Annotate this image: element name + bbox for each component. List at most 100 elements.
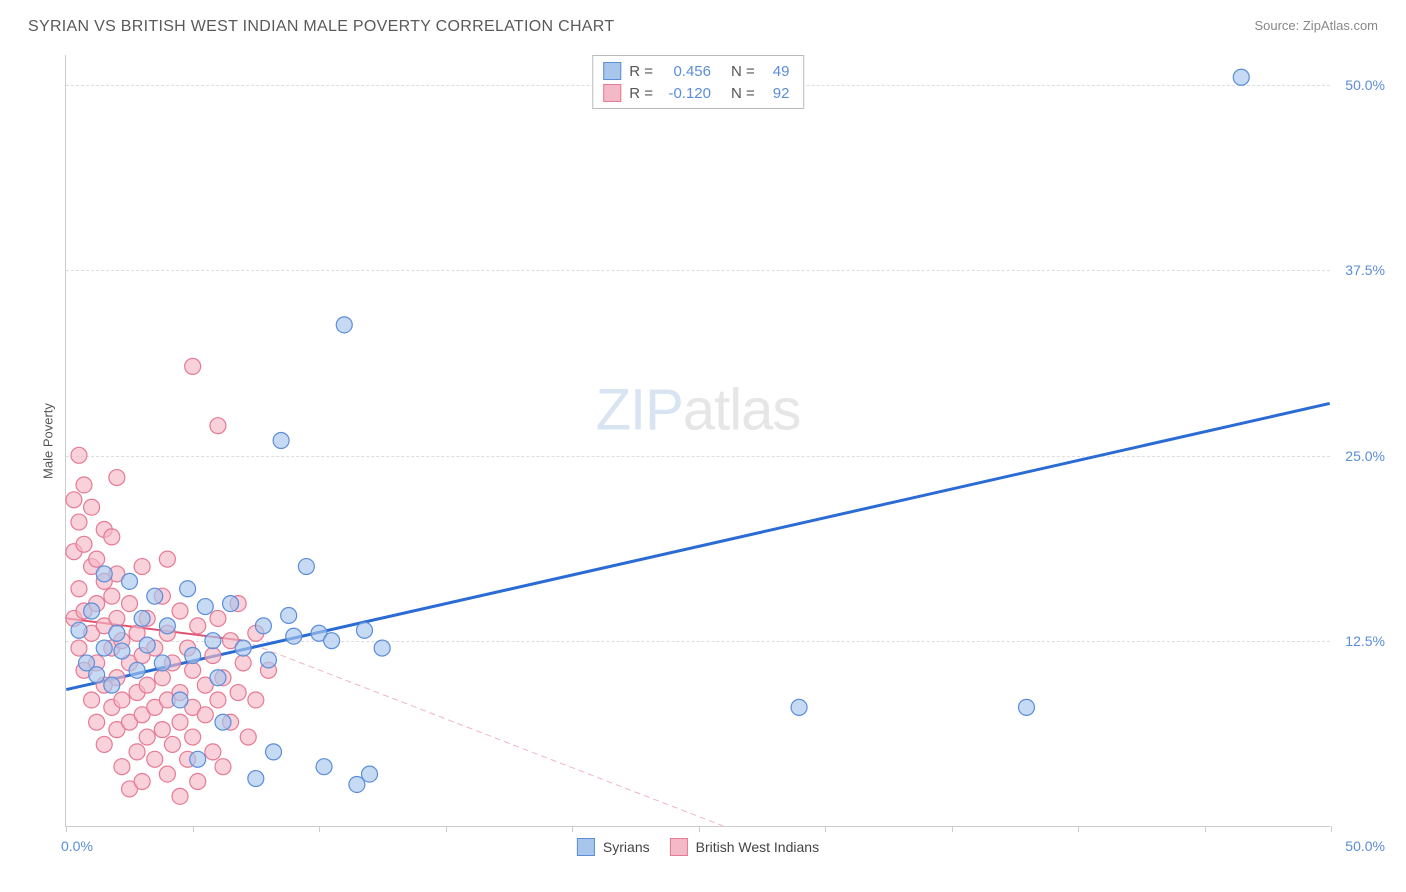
data-point bbox=[154, 722, 170, 738]
data-point bbox=[185, 729, 201, 745]
x-tick bbox=[1078, 826, 1079, 832]
chart-title: SYRIAN VS BRITISH WEST INDIAN MALE POVER… bbox=[28, 18, 614, 36]
data-point bbox=[172, 788, 188, 804]
data-point bbox=[114, 759, 130, 775]
data-point bbox=[240, 729, 256, 745]
data-point bbox=[159, 551, 175, 567]
data-point bbox=[197, 707, 213, 723]
data-point bbox=[1233, 69, 1249, 85]
y-tick-label: 37.5% bbox=[1345, 262, 1385, 278]
data-point bbox=[84, 603, 100, 619]
data-point bbox=[180, 581, 196, 597]
legend-label: Syrians bbox=[603, 839, 650, 855]
stat-r-value: -0.120 bbox=[661, 85, 711, 102]
data-point bbox=[121, 573, 137, 589]
data-point bbox=[114, 643, 130, 659]
x-tick bbox=[699, 826, 700, 832]
data-point bbox=[172, 603, 188, 619]
legend-swatch bbox=[670, 838, 688, 856]
stat-r-label: R = bbox=[629, 85, 653, 102]
data-point bbox=[255, 618, 271, 634]
stat-n-label: N = bbox=[719, 85, 755, 102]
stats-legend: R = 0.456N = 49R = -0.120N = 92 bbox=[592, 55, 804, 109]
stat-n-label: N = bbox=[719, 63, 755, 80]
source-label: Source: ZipAtlas.com bbox=[1254, 18, 1378, 33]
legend-item: British West Indians bbox=[670, 838, 819, 856]
legend-label: British West Indians bbox=[696, 839, 819, 855]
data-point bbox=[197, 599, 213, 615]
data-point bbox=[316, 759, 332, 775]
x-tick bbox=[952, 826, 953, 832]
data-point bbox=[71, 581, 87, 597]
data-point bbox=[147, 588, 163, 604]
data-point bbox=[139, 637, 155, 653]
data-point bbox=[159, 618, 175, 634]
x-tick bbox=[1331, 826, 1332, 832]
data-point bbox=[205, 648, 221, 664]
data-point bbox=[190, 618, 206, 634]
data-point bbox=[190, 751, 206, 767]
plot-area: ZIPatlas 12.5%25.0%37.5%50.0% R = 0.456N… bbox=[65, 55, 1330, 827]
data-point bbox=[281, 607, 297, 623]
x-axis-max-label: 50.0% bbox=[1345, 838, 1385, 854]
y-tick-label: 12.5% bbox=[1345, 633, 1385, 649]
y-tick-label: 25.0% bbox=[1345, 448, 1385, 464]
data-point bbox=[260, 652, 276, 668]
x-tick bbox=[1205, 826, 1206, 832]
data-point bbox=[129, 744, 145, 760]
data-point bbox=[89, 551, 105, 567]
data-point bbox=[139, 677, 155, 693]
data-point bbox=[89, 714, 105, 730]
data-point bbox=[362, 766, 378, 782]
data-point bbox=[76, 477, 92, 493]
stats-row: R = -0.120N = 92 bbox=[603, 82, 793, 104]
data-point bbox=[109, 625, 125, 641]
legend-swatch bbox=[603, 84, 621, 102]
data-point bbox=[210, 670, 226, 686]
data-point bbox=[205, 633, 221, 649]
data-point bbox=[266, 744, 282, 760]
data-point bbox=[71, 640, 87, 656]
data-point bbox=[104, 529, 120, 545]
data-point bbox=[71, 447, 87, 463]
data-point bbox=[248, 771, 264, 787]
data-point bbox=[286, 628, 302, 644]
data-point bbox=[210, 692, 226, 708]
x-tick bbox=[572, 826, 573, 832]
data-point bbox=[84, 692, 100, 708]
data-point bbox=[374, 640, 390, 656]
data-point bbox=[185, 648, 201, 664]
stat-n-value: 49 bbox=[763, 63, 793, 80]
data-point bbox=[114, 692, 130, 708]
data-point bbox=[134, 610, 150, 626]
data-point bbox=[159, 766, 175, 782]
data-point bbox=[147, 751, 163, 767]
data-point bbox=[76, 536, 92, 552]
y-tick-label: 50.0% bbox=[1345, 77, 1385, 93]
data-point bbox=[324, 633, 340, 649]
data-point bbox=[104, 677, 120, 693]
stat-r-value: 0.456 bbox=[661, 63, 711, 80]
x-axis-min-label: 0.0% bbox=[61, 838, 93, 854]
data-point bbox=[235, 655, 251, 671]
data-point bbox=[109, 610, 125, 626]
data-point bbox=[298, 559, 314, 575]
data-point bbox=[336, 317, 352, 333]
data-point bbox=[96, 640, 112, 656]
data-point bbox=[121, 596, 137, 612]
data-point bbox=[235, 640, 251, 656]
data-point bbox=[109, 470, 125, 486]
data-point bbox=[185, 662, 201, 678]
data-point bbox=[89, 667, 105, 683]
data-point bbox=[1018, 699, 1034, 715]
data-point bbox=[172, 692, 188, 708]
data-point bbox=[164, 736, 180, 752]
data-point bbox=[791, 699, 807, 715]
data-point bbox=[223, 596, 239, 612]
data-point bbox=[190, 774, 206, 790]
data-point bbox=[96, 566, 112, 582]
legend-swatch bbox=[577, 838, 595, 856]
scatter-points bbox=[66, 55, 1330, 826]
data-point bbox=[71, 622, 87, 638]
data-point bbox=[134, 774, 150, 790]
